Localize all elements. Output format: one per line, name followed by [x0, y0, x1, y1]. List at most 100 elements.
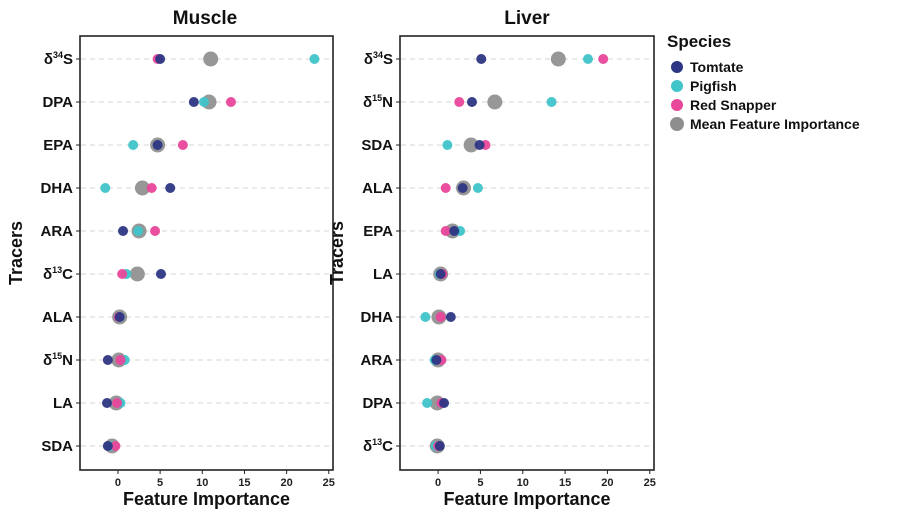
- liver-y-tick-label: DHA: [361, 309, 394, 326]
- legend-label-pigfish: Pigfish: [690, 78, 737, 94]
- legend-marker-mean-feature-importance: [670, 117, 684, 131]
- liver-plot-frame: [399, 35, 655, 471]
- liver-point-tomtate: [457, 183, 468, 193]
- muscle-y-tick-label: δ15N: [43, 351, 73, 369]
- liver-x-tick-label: 5: [477, 477, 483, 489]
- liver-x-tick-label: 0: [435, 477, 441, 489]
- muscle-x-tick-label: 0: [115, 477, 121, 489]
- muscle-point-tomtate: [102, 355, 113, 365]
- liver-panel: Liver δ34S δ15N SDA ALA EPA LA DHA ARA DPA δ13C 0 5 1…: [327, 8, 656, 509]
- liver-x-tick-label: 10: [517, 477, 529, 489]
- legend-marker-pigfish: [671, 80, 683, 92]
- muscle-point-tomtate: [155, 54, 166, 64]
- liver-title: Liver: [504, 8, 550, 29]
- liver-point-tomtate: [476, 54, 487, 64]
- liver-y-tick-label: SDA: [361, 137, 393, 154]
- muscle-point-tomtate: [102, 441, 113, 451]
- liver-point-tomtate: [434, 441, 445, 451]
- liver-y-tick-label: DPA: [362, 395, 393, 412]
- liver-point-mean-feature-importance: [487, 94, 503, 110]
- legend-label-mean-feature-importance: Mean Feature Importance: [690, 116, 860, 132]
- liver-x-tick-label: 25: [644, 477, 656, 489]
- liver-point-tomtate: [431, 355, 442, 365]
- liver-point-pigfish: [420, 312, 431, 322]
- muscle-point-mean-feature-importance: [203, 51, 219, 67]
- liver-point-red-snapper: [435, 312, 446, 322]
- muscle-point-tomtate: [114, 312, 125, 322]
- liver-point-tomtate: [445, 312, 456, 322]
- muscle-point-red-snapper: [110, 441, 121, 451]
- muscle-point-tomtate: [165, 183, 176, 193]
- liver-point-tomtate: [435, 269, 446, 279]
- liver-point-pigfish: [422, 398, 433, 408]
- muscle-point-tomtate: [188, 97, 199, 107]
- liver-point-red-snapper: [440, 226, 451, 236]
- liver-y-tick-label: ARA: [361, 352, 394, 369]
- muscle-x-tick-label: 25: [323, 477, 335, 489]
- liver-point-pigfish: [582, 54, 593, 64]
- muscle-x-tick-label: 5: [157, 477, 163, 489]
- muscle-point-tomtate: [155, 269, 166, 279]
- muscle-y-tick-label: ALA: [42, 309, 73, 326]
- muscle-point-mean-feature-importance: [129, 266, 145, 282]
- muscle-x-tick-label: 15: [238, 477, 250, 489]
- liver-y-tick-label: δ34S: [364, 50, 393, 68]
- liver-point-pigfish: [546, 97, 557, 107]
- muscle-point-tomtate: [101, 398, 112, 408]
- liver-point-tomtate: [466, 97, 477, 107]
- muscle-point-red-snapper: [150, 226, 161, 236]
- muscle-y-tick-label: EPA: [43, 137, 73, 154]
- muscle-point-red-snapper: [146, 183, 157, 193]
- muscle-y-axis-title: Tracers: [6, 221, 26, 285]
- muscle-point-red-snapper: [225, 97, 236, 107]
- muscle-y-tick-label: SDA: [41, 438, 73, 455]
- liver-point-pigfish: [472, 183, 483, 193]
- muscle-x-tick-label: 20: [280, 477, 292, 489]
- liver-point-tomtate: [449, 226, 460, 236]
- muscle-y-tick-label: DPA: [42, 94, 73, 111]
- muscle-point-red-snapper: [115, 355, 126, 365]
- liver-x-tick-label: 15: [559, 477, 571, 489]
- liver-point-mean-feature-importance: [463, 137, 479, 153]
- legend-marker-tomtate: [671, 61, 683, 73]
- legend-title: Species: [667, 32, 731, 51]
- legend-label-red-snapper: Red Snapper: [690, 97, 777, 113]
- liver-point-red-snapper: [440, 183, 451, 193]
- liver-y-tick-label: EPA: [363, 223, 393, 240]
- liver-point-tomtate: [474, 140, 485, 150]
- muscle-x-tick-label: 10: [196, 477, 208, 489]
- liver-y-tick-label: LA: [373, 266, 393, 283]
- muscle-point-red-snapper: [112, 398, 123, 408]
- liver-point-pigfish: [442, 140, 453, 150]
- muscle-point-tomtate: [118, 226, 129, 236]
- muscle-point-pigfish: [128, 140, 139, 150]
- liver-point-red-snapper: [598, 54, 609, 64]
- liver-y-tick-label: δ13C: [363, 437, 393, 455]
- muscle-point-red-snapper: [177, 140, 188, 150]
- legend: Species Tomtate Pigfish Red Snapper Mean Fea…: [667, 32, 860, 132]
- liver-y-tick-label: ALA: [362, 180, 393, 197]
- muscle-title: Muscle: [173, 8, 237, 29]
- liver-x-tick-label: 20: [601, 477, 613, 489]
- liver-x-axis-title: Feature Importance: [443, 489, 610, 509]
- muscle-y-tick-label: δ13C: [43, 265, 73, 283]
- muscle-point-pigfish: [133, 226, 144, 236]
- muscle-x-axis-title: Feature Importance: [123, 489, 290, 509]
- muscle-point-pigfish: [100, 183, 111, 193]
- liver-y-axis-title: Tracers: [327, 221, 347, 285]
- legend-marker-red-snapper: [671, 99, 683, 111]
- muscle-point-mean-feature-importance: [134, 180, 150, 196]
- liver-y-tick-label: δ15N: [363, 93, 393, 111]
- muscle-point-red-snapper: [117, 269, 128, 279]
- liver-point-tomtate: [439, 398, 450, 408]
- legend-label-tomtate: Tomtate: [690, 59, 744, 75]
- liver-point-red-snapper: [454, 97, 465, 107]
- muscle-point-pigfish: [198, 97, 209, 107]
- muscle-panel: Muscle δ34S DPA EPA DHA ARA δ13C ALA δ15N LA SDA 0 5…: [6, 8, 335, 509]
- muscle-plot-frame: [79, 35, 334, 471]
- muscle-y-tick-label: DHA: [41, 180, 74, 197]
- muscle-y-tick-label: ARA: [41, 223, 74, 240]
- muscle-point-tomtate: [152, 140, 163, 150]
- muscle-point-pigfish: [309, 54, 320, 64]
